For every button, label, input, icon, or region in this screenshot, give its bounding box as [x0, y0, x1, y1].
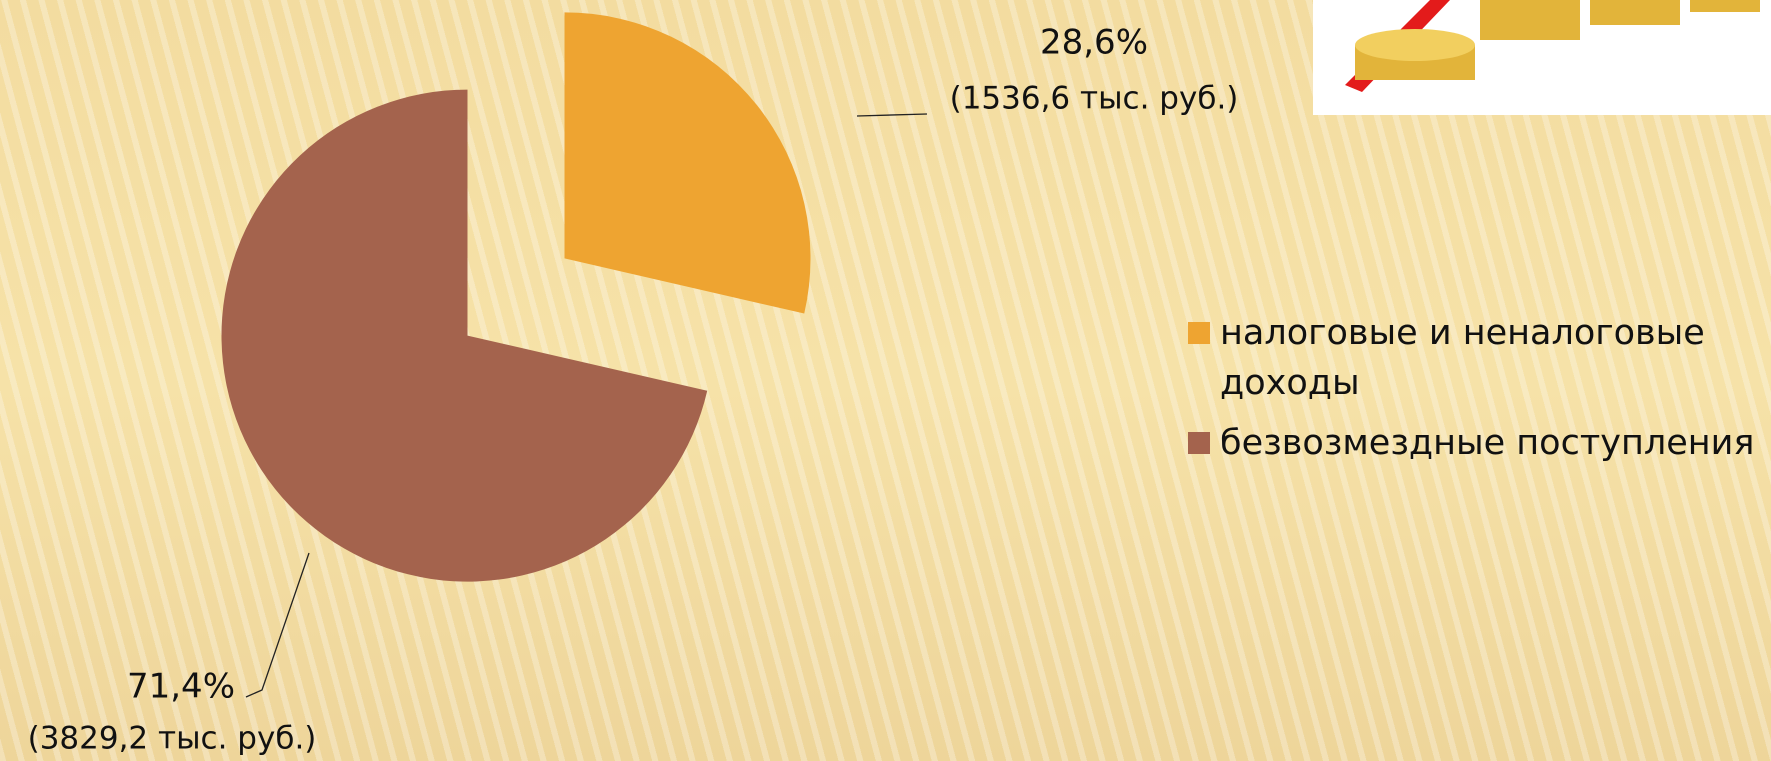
leader-line	[856, 113, 928, 117]
detail-label: (1536,6 тыс. руб.)	[950, 81, 1239, 117]
legend: налоговые и неналоговые доходы безвозмезд…	[1188, 308, 1768, 478]
pie-slice	[564, 12, 811, 314]
legend-item: безвозмездные поступления	[1188, 418, 1768, 468]
legend-label: безвозмездные поступления	[1220, 423, 1755, 463]
coins-picture	[1313, 0, 1771, 115]
value-label: 71,4%	[127, 667, 235, 707]
legend-swatch	[1188, 432, 1210, 454]
leader-line	[245, 552, 310, 698]
value-label: 28,6%	[1040, 23, 1148, 63]
detail-label: (3829,2 тыс. руб.)	[28, 721, 317, 757]
pie-slice	[221, 89, 708, 582]
legend-label: налоговые и неналоговые доходы	[1220, 313, 1705, 403]
legend-item: налоговые и неналоговые доходы	[1188, 308, 1768, 408]
legend-swatch	[1188, 322, 1210, 344]
